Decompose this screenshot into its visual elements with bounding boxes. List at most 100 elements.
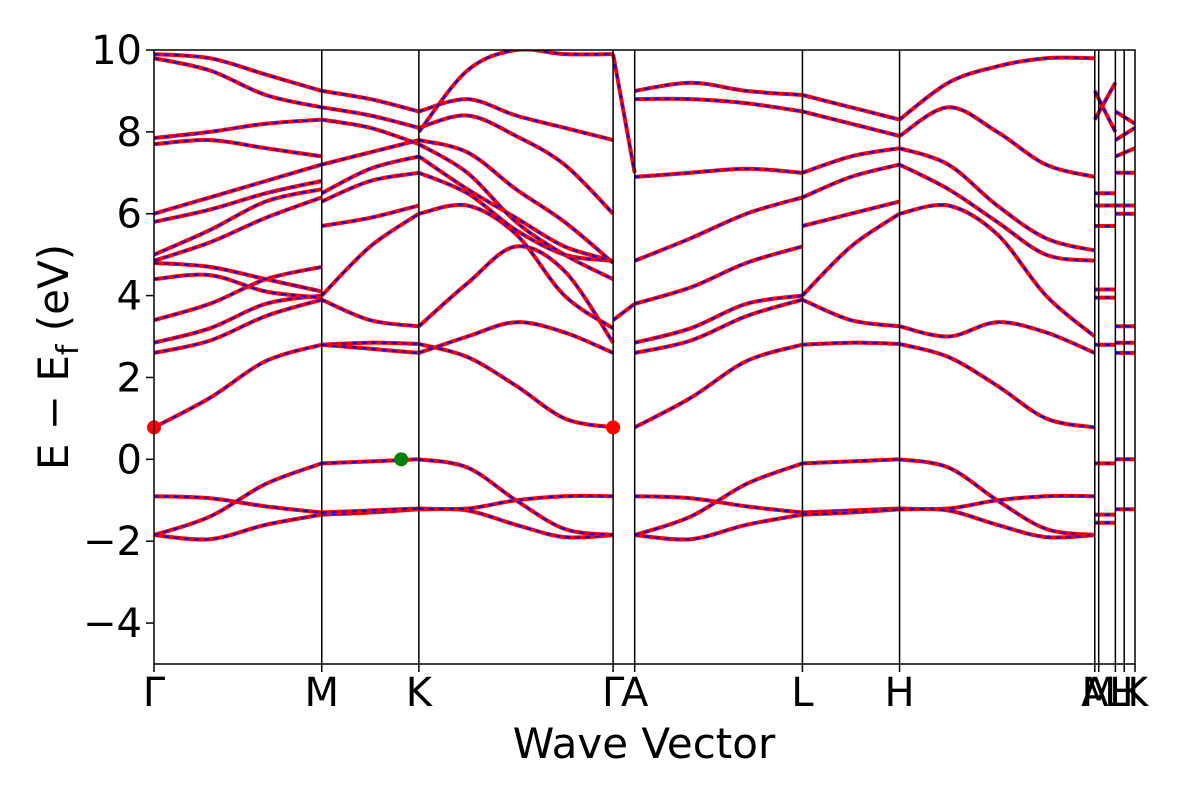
band-down-69 — [899, 342, 1095, 429]
y-tick-label: 2 — [117, 355, 142, 401]
band-down-4 — [321, 507, 419, 514]
band-down-62 — [802, 298, 900, 328]
band-up-73 — [899, 320, 1096, 355]
band-down-46 — [612, 303, 636, 321]
x-tick-label-1: M — [304, 670, 339, 716]
band-down-53 — [634, 245, 803, 305]
band-up-69 — [899, 341, 1096, 430]
band-down-57 — [634, 81, 803, 96]
x-tick-label-4: A — [621, 670, 649, 716]
band-down-54 — [634, 196, 803, 262]
band-down-3 — [321, 508, 419, 516]
y-axis-label-unit: (eV) — [29, 244, 78, 345]
band-down-22 — [154, 261, 323, 293]
band-down-13 — [418, 321, 614, 354]
vbm-marker — [394, 452, 409, 467]
band-up-47 — [633, 342, 803, 430]
band-down-14 — [154, 298, 323, 354]
band-down-5 — [321, 458, 419, 465]
band-down-67 — [802, 110, 900, 137]
band-down-63 — [801, 212, 901, 297]
band-down-11 — [418, 342, 614, 429]
band-up-51 — [634, 297, 803, 355]
y-axis-ticks: −4 −2 0 2 4 6 8 10 — [83, 28, 154, 647]
band-up-63 — [800, 212, 901, 298]
band-down-43 — [418, 98, 614, 142]
band-down-12 — [321, 343, 419, 354]
band-down-89 — [1093, 90, 1117, 133]
band-down-21 — [154, 273, 322, 299]
band-down-23 — [154, 196, 323, 262]
x-tick-label-0: Γ — [143, 670, 166, 716]
band-down-2 — [154, 462, 323, 537]
band-down-15 — [154, 294, 322, 344]
band-down-27 — [154, 139, 322, 158]
band-up-14 — [154, 297, 323, 355]
band-up-26 — [154, 162, 323, 216]
band-up-15 — [154, 293, 323, 345]
band-down-32 — [321, 171, 420, 203]
x-tick-label-9: L — [1104, 670, 1127, 716]
band-down-9 — [154, 343, 323, 429]
band-down-77 — [899, 106, 1096, 178]
band-down-38 — [418, 171, 614, 262]
band-up-16 — [321, 297, 420, 329]
y-tick-label: 8 — [117, 110, 142, 156]
band-down-19 — [418, 203, 614, 330]
band-up-62 — [801, 297, 900, 329]
band-down-30 — [154, 53, 323, 92]
y-axis-label-subscript: f — [51, 343, 86, 355]
band-down-47 — [634, 343, 803, 429]
band-down-35 — [321, 118, 420, 146]
band-down-50 — [634, 462, 803, 537]
x-tick-label-8: M — [1081, 670, 1116, 716]
band-down-59 — [802, 458, 900, 465]
band-down-33 — [321, 155, 420, 195]
band-down-7 — [418, 494, 614, 511]
band-down-0 — [154, 513, 322, 541]
y-tick-label: −4 — [83, 601, 142, 647]
band-up-52 — [634, 293, 803, 345]
band-down-25 — [154, 180, 323, 223]
band-down-66 — [802, 147, 900, 174]
y-tick-label: 0 — [117, 437, 142, 483]
band-down-98 — [1115, 147, 1135, 158]
y-tick-label: 6 — [117, 192, 142, 238]
y-tick-label: 4 — [117, 274, 142, 320]
y-axis-label-main: E − E — [29, 355, 78, 470]
band-up-13 — [418, 320, 614, 355]
x-tick-label-11: K — [1122, 670, 1150, 716]
band-down-74 — [899, 203, 1096, 338]
band-down-70 — [899, 458, 1095, 537]
band-down-88 — [1093, 82, 1117, 121]
band-down-45 — [612, 53, 636, 173]
band-down-100 — [1114, 110, 1135, 125]
x-tick-label-7: A — [1081, 670, 1109, 716]
y-tick-label: −2 — [83, 519, 142, 565]
band-up-74 — [899, 202, 1097, 339]
band-up-17 — [320, 212, 421, 297]
band-up-42 — [418, 113, 615, 216]
band-down-20 — [154, 265, 323, 322]
x-tick-label-3: Γ — [602, 670, 625, 716]
band-down-49 — [634, 513, 803, 541]
band-down-52 — [634, 294, 803, 344]
band-down-55 — [634, 167, 803, 178]
band-down-39 — [418, 155, 614, 262]
band-up-24 — [154, 187, 323, 257]
band-down-65 — [802, 163, 900, 199]
band-up-28 — [154, 117, 322, 140]
x-axis-label: Wave Vector — [513, 719, 776, 768]
y-axis-label: E − Ef (eV) — [29, 244, 86, 470]
band-down-64 — [802, 200, 900, 227]
band-down-29 — [154, 57, 323, 109]
band-down-8 — [418, 458, 614, 537]
band-up-30 — [154, 52, 323, 93]
band-down-99 — [1114, 126, 1135, 141]
band-down-72 — [899, 508, 1095, 539]
band-down-41 — [418, 143, 614, 281]
kpoint-lines — [321, 50, 1125, 664]
band-down-16 — [321, 298, 420, 328]
